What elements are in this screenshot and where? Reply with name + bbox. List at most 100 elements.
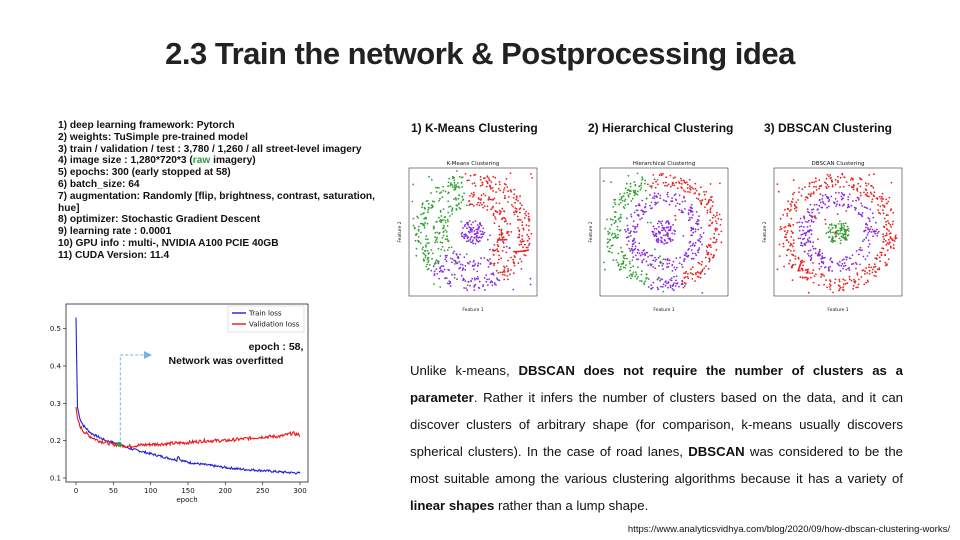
scatter-point [522,227,525,230]
scatter-point [449,182,452,185]
scatter-point [853,278,855,281]
scatter-point [666,231,669,234]
scatter-point [709,183,712,185]
scatter-point [839,229,842,231]
scatter-point [455,199,457,201]
scatter-point [456,182,459,184]
scatter-point [629,182,632,185]
scatter-point [824,203,827,206]
scatter-point [787,224,790,227]
scatter-point [696,271,699,273]
scatter-point [832,239,835,242]
scatter-point [889,236,892,238]
scatter-point [630,266,632,269]
scatter-point [655,232,657,235]
scatter-point [837,229,839,232]
scatter-point [467,221,469,224]
scatter-point [846,225,849,228]
scatter-point [806,238,809,240]
scatter-point [663,239,666,241]
loss-chart: 0.10.20.30.40.50 50 100 150 200 250 300epochep… [50,303,309,504]
scatter-point [669,174,672,177]
scatter-point [437,262,440,265]
scatter-point [449,184,452,187]
scatter-point [887,214,889,216]
scatter-point [610,181,612,184]
scatter-point [690,203,693,206]
scatter-point [451,186,454,188]
scatter-point [841,193,844,196]
scatter-point [636,172,639,175]
scatter-point [649,263,652,266]
scatter-point [503,183,506,185]
scatter-point [426,250,429,252]
scatter-point [679,177,682,180]
scatter-point [626,224,629,227]
scatter-point [871,185,873,187]
scatter-point [480,257,482,259]
scatter-point [704,198,707,201]
scatter-point [656,179,659,181]
scatter-point [446,238,449,241]
scatter-point [683,277,686,279]
scatter-point [481,235,484,238]
scatter-point [817,238,819,241]
scatter-point [525,214,527,217]
scatter-point [503,266,506,269]
scatter-point [498,213,501,216]
scatter-point [784,230,786,233]
scatter-point [439,209,442,212]
scatter-point [622,255,625,257]
scatter-point [838,289,840,292]
scatter-point [500,231,503,234]
scatter-point [705,190,708,193]
scatter-point [503,189,505,191]
scatter-point [840,223,843,225]
scatter-point [644,179,647,182]
scatter-point [650,187,653,189]
scatter-point [477,232,479,235]
scatter-point [890,226,892,228]
scatter-point [784,208,786,211]
scatter-point [480,224,483,227]
scatter-point [866,207,869,210]
scatter-point [430,269,433,272]
scatter-point [790,265,793,268]
scatter-point [816,208,819,211]
scatter-point [641,260,644,262]
scatter-point [639,254,642,257]
scatter-point [789,244,792,247]
scatter-point [647,278,650,280]
config-item: 8) optimizer: Stochastic Gradient Descen… [58,214,261,226]
scatter-point [479,222,481,225]
scatter-point [811,220,813,223]
scatter-point [794,255,797,257]
scatter-point [438,200,440,202]
scatter-point [859,213,862,216]
scatter-point [451,261,453,264]
scatter-point [701,292,704,294]
scatter-point [878,267,881,270]
scatter-point [622,257,625,259]
scatter-point [438,277,440,280]
scatter-point [853,206,856,209]
scatter-point [834,178,837,181]
scatter-point [468,231,471,234]
scatter-point [620,246,622,249]
scatter-point [810,254,813,257]
scatter-point [866,234,869,236]
scatter-point [454,263,456,265]
scatter-point [471,277,474,280]
scatter-point [617,218,620,221]
scatter-point [806,270,809,273]
scatter-point [497,250,500,253]
scatter-point [516,215,519,218]
scatter-point [709,219,711,222]
scatter-point [637,249,640,252]
scatter-point [492,198,495,201]
scatter-point [802,229,804,232]
scatter-point [521,221,524,223]
scatter-point [659,260,662,263]
scatter-point [790,205,793,207]
scatter-point [794,263,797,266]
